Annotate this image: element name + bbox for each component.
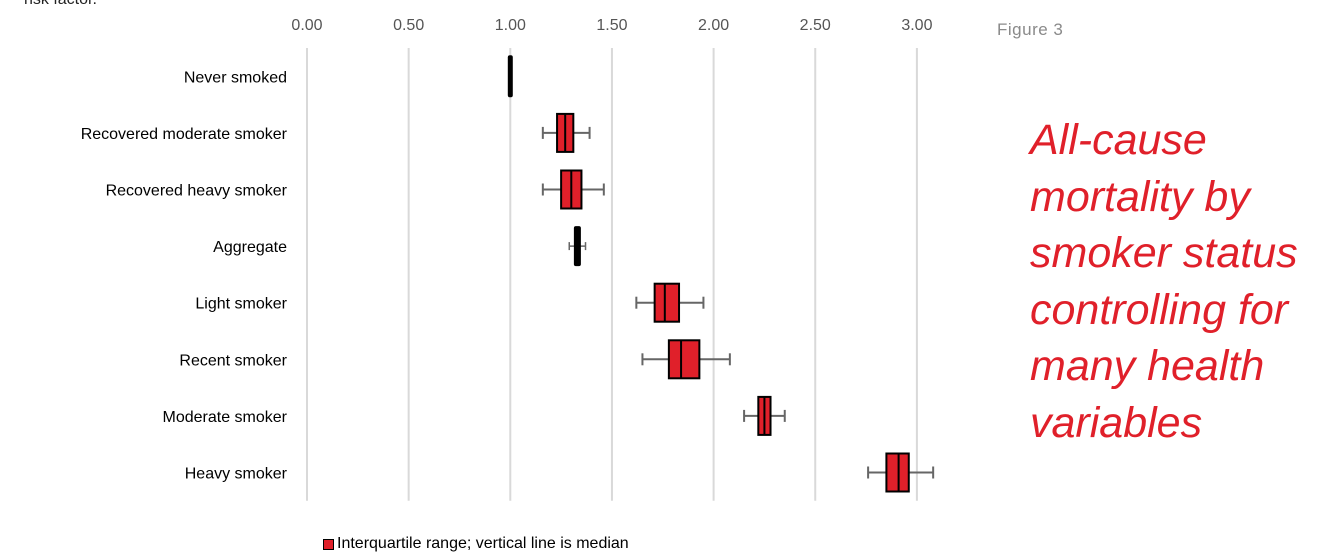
x-tick-label: 2.00 <box>698 17 729 34</box>
category-label: Light smoker <box>195 296 287 313</box>
chart-legend: Interquartile range; vertical line is me… <box>323 535 629 553</box>
x-tick-label: 1.50 <box>596 17 627 34</box>
x-tick-label: 0.00 <box>291 17 322 34</box>
iqr-box <box>653 282 681 323</box>
figure-label: Figure 3 <box>997 20 1064 39</box>
median-marker <box>507 55 513 98</box>
legend-label: Interquartile range; vertical line is me… <box>337 535 629 552</box>
chart-caption: All-cause mortality by smoker status con… <box>1030 116 1298 447</box>
category-label: Recovered heavy smoker <box>106 183 288 200</box>
clipped-header-text: risk factor. <box>24 0 97 9</box>
x-tick-label: 3.00 <box>901 17 932 34</box>
category-label: Recovered moderate smoker <box>81 126 288 143</box>
iqr-box <box>885 452 910 493</box>
category-label: Moderate smoker <box>163 409 288 426</box>
x-tick-label: 0.50 <box>393 17 424 34</box>
boxplot-chart: 0.00 0.50 1.00 1.50 2.00 2.50 3.00 Never smoked… <box>81 17 935 501</box>
category-label: Heavy smoker <box>185 466 288 483</box>
category-label: Never smoked <box>184 69 287 86</box>
legend-swatch <box>323 538 334 550</box>
category-label: Recent smoker <box>179 352 287 369</box>
median-marker <box>573 226 581 267</box>
iqr-box <box>667 339 701 380</box>
category-label: Aggregate <box>213 239 287 256</box>
x-tick-label: 2.50 <box>800 17 831 34</box>
x-tick-label: 1.00 <box>495 17 526 34</box>
